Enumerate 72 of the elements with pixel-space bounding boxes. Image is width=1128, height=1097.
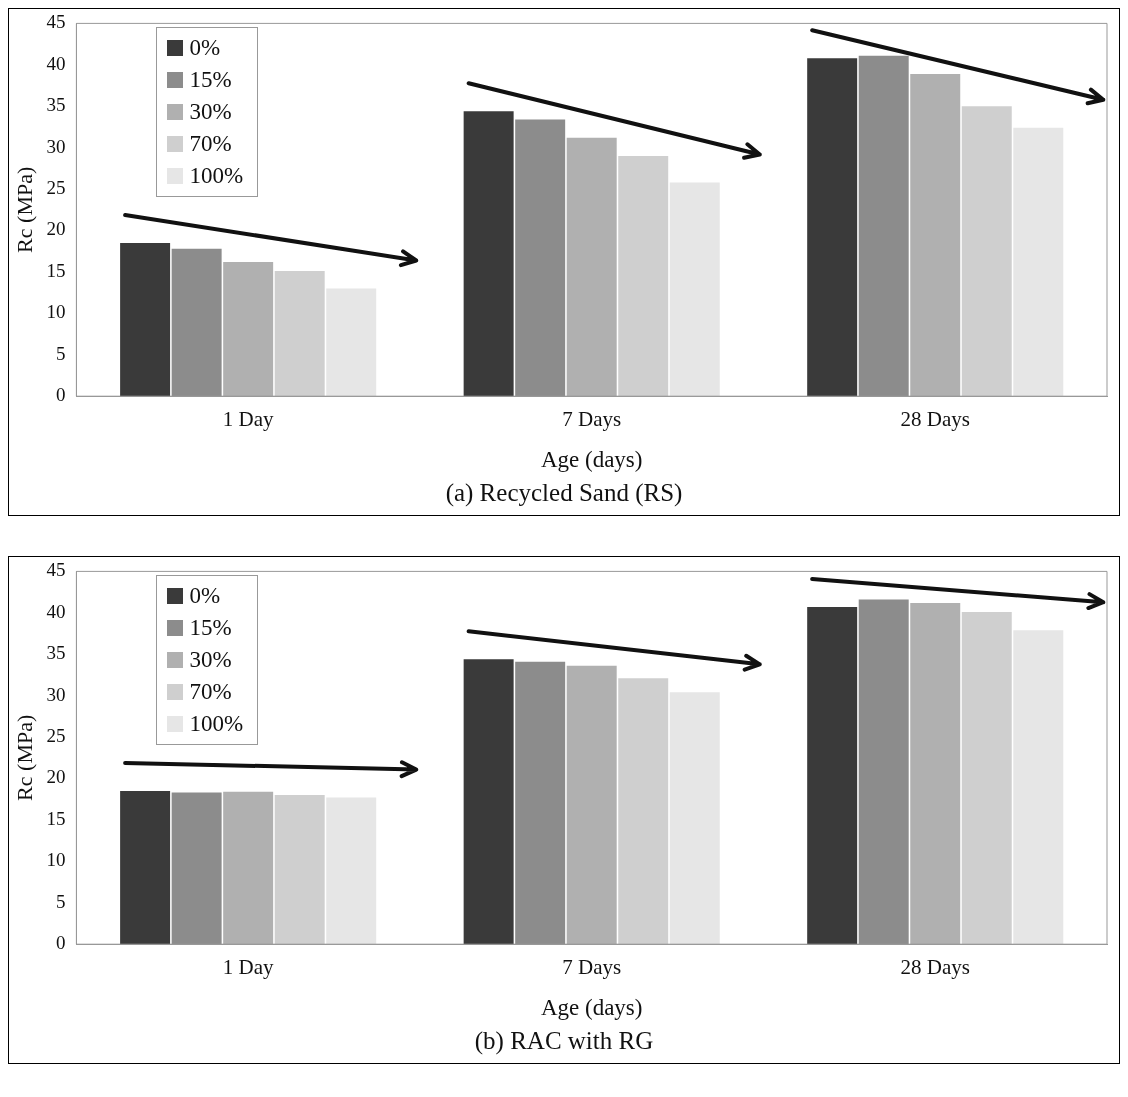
y-tick-label: 15 [46, 259, 66, 281]
y-tick-label: 35 [46, 94, 66, 116]
y-tick-label: 40 [46, 52, 66, 74]
bar [961, 611, 1012, 945]
bar [463, 659, 514, 945]
legend-label: 15% [189, 67, 232, 94]
y-tick-label: 25 [46, 177, 66, 199]
legend-label: 30% [189, 647, 232, 674]
x-tick-label: 28 Days [900, 407, 970, 432]
bar [566, 665, 617, 945]
bar [515, 119, 566, 397]
x-axis-title: Age (days) [540, 995, 643, 1021]
bar [463, 111, 514, 397]
bar [515, 661, 566, 945]
y-tick-label: 20 [46, 766, 66, 788]
legend-label: 0% [189, 583, 221, 610]
y-axis-title: Rc (MPa) [11, 714, 37, 801]
legend-label: 0% [189, 35, 221, 62]
bar [961, 106, 1012, 397]
x-tick-label: 7 Days [562, 955, 622, 980]
y-tick-label: 0 [55, 932, 66, 954]
legend-label: 100% [189, 163, 244, 190]
y-tick-label: 30 [46, 683, 66, 705]
y-tick-label: 5 [55, 890, 66, 912]
bar [223, 791, 274, 945]
legend-label: 70% [189, 679, 232, 706]
bar [858, 599, 909, 945]
bar [807, 607, 858, 945]
y-axis-title: Rc (MPa) [11, 166, 37, 253]
text: (b) RAC with RG [473, 1027, 655, 1057]
y-tick-label: 5 [55, 342, 66, 364]
bar [120, 242, 171, 397]
bar [618, 155, 669, 397]
y-tick-label: 45 [46, 11, 66, 33]
bar [669, 692, 720, 945]
y-tick-label: 0 [55, 384, 66, 406]
x-axis-title: Age (days) [540, 447, 643, 473]
bar [669, 182, 720, 397]
y-tick-label: 10 [46, 301, 66, 323]
x-tick-label: 7 Days [562, 407, 622, 432]
y-tick-label: 45 [46, 559, 66, 581]
bar [223, 261, 274, 397]
x-tick-label: 1 Day [222, 407, 275, 432]
x-tick-label: 1 Day [222, 955, 275, 980]
bar [326, 797, 377, 945]
bar [171, 792, 222, 945]
y-tick-label: 15 [46, 807, 66, 829]
legend-label: 15% [189, 615, 232, 642]
bar [1013, 127, 1064, 397]
bar [618, 678, 669, 945]
text: (a) Recycled Sand (RS) [444, 479, 684, 509]
bar [274, 271, 325, 397]
y-tick-label: 10 [46, 849, 66, 871]
y-tick-label: 40 [46, 600, 66, 622]
legend-label: 70% [189, 131, 232, 158]
legend-label: 30% [189, 99, 232, 126]
bar [326, 288, 377, 397]
bar [910, 602, 961, 945]
x-tick-label: 28 Days [900, 955, 970, 980]
y-tick-label: 25 [46, 725, 66, 747]
bar [171, 248, 222, 397]
bar [858, 55, 909, 397]
bar [566, 137, 617, 397]
y-tick-label: 35 [46, 642, 66, 664]
y-tick-label: 20 [46, 218, 66, 240]
legend-label: 100% [189, 711, 244, 738]
bar [120, 790, 171, 945]
bar [1013, 630, 1064, 945]
y-tick-label: 30 [46, 135, 66, 157]
bar [910, 73, 961, 397]
bar [274, 795, 325, 945]
bar [807, 58, 858, 397]
